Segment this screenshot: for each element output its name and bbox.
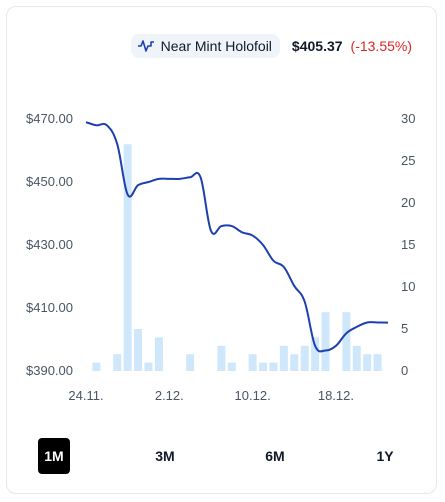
volume-bar (279, 345, 288, 371)
line-chart-icon (137, 39, 155, 53)
volume-bar (290, 354, 299, 371)
legend-price: $405.37 (291, 38, 343, 54)
y-right-tick-label: 25 (401, 153, 415, 168)
y-left-tick-label: $470.00 (26, 111, 73, 126)
volume-bar (259, 362, 268, 371)
y-left-tick-label: $410.00 (26, 300, 73, 315)
volume-bar (300, 345, 309, 371)
range-button-1y[interactable]: 1Y (376, 448, 394, 464)
volume-bar (123, 144, 132, 371)
volume-bar (144, 362, 153, 371)
y-right-tick-label: 30 (401, 111, 415, 126)
x-axis: 24.11. 2.12. 10.12. 18.12. (68, 388, 354, 403)
price-line (85, 121, 389, 353)
legend-change: (-13.55%) (350, 38, 412, 54)
volume-bars (92, 144, 382, 371)
volume-bar (269, 362, 278, 371)
chart-legend: Near Mint Holofoil $405.37 (-13.55%) (130, 34, 412, 58)
range-button-1m[interactable]: 1M (38, 438, 70, 474)
range-selector: 1M 3M 6M 1Y (38, 438, 412, 474)
volume-bar (113, 354, 122, 371)
volume-bar (134, 329, 143, 371)
y-axis-right: 30 25 20 15 10 5 0 (401, 111, 415, 378)
volume-bar (227, 362, 236, 371)
volume-bar (248, 354, 257, 371)
range-button-6m[interactable]: 6M (265, 448, 285, 464)
y-right-tick-label: 15 (401, 237, 415, 252)
y-axis-left: $470.00 $450.00 $430.00 $410.00 $390.00 (26, 111, 73, 378)
volume-bar (92, 362, 101, 371)
range-button-3m[interactable]: 3M (155, 448, 175, 464)
y-left-tick-label: $390.00 (26, 363, 73, 378)
x-tick-label: 10.12. (235, 388, 271, 403)
volume-bar (363, 354, 372, 371)
volume-bar (321, 312, 330, 371)
legend-series-name: Near Mint Holofoil (160, 38, 272, 54)
volume-bar (311, 337, 320, 371)
volume-bar (154, 337, 163, 371)
x-tick-label: 2.12. (155, 388, 184, 403)
volume-bar (352, 345, 361, 371)
price-history-card: Near Mint Holofoil $405.37 (-13.55%) (6, 6, 437, 494)
legend-series-pill[interactable]: Near Mint Holofoil (130, 34, 280, 58)
x-tick-label: 24.11. (68, 388, 103, 403)
y-right-tick-label: 0 (401, 363, 408, 378)
y-right-tick-label: 10 (401, 279, 415, 294)
x-tick-label: 18.12. (318, 388, 354, 403)
volume-bar (342, 312, 351, 371)
y-left-tick-label: $430.00 (26, 237, 73, 252)
y-right-tick-label: 5 (401, 321, 408, 336)
price-line-group (85, 121, 389, 353)
volume-bar (217, 345, 226, 371)
volume-bar (186, 354, 195, 371)
y-left-tick-label: $450.00 (26, 174, 73, 189)
y-right-tick-label: 20 (401, 195, 415, 210)
volume-bar (373, 354, 382, 371)
